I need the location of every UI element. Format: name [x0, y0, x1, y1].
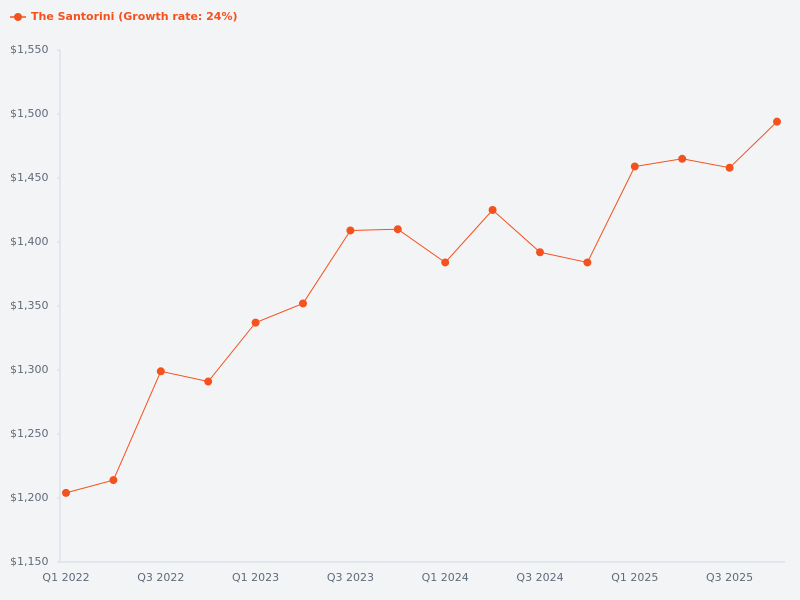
data-point: [441, 258, 450, 267]
x-tick-label: Q1 2023: [232, 571, 279, 584]
data-point: [393, 225, 402, 234]
y-tick-label: $1,350: [10, 299, 49, 312]
x-tick-label: Q3 2022: [137, 571, 184, 584]
data-point: [204, 377, 213, 386]
data-point: [109, 476, 118, 485]
y-tick-label: $1,250: [10, 427, 49, 440]
y-tick-label: $1,400: [10, 235, 49, 248]
x-tick-label: Q3 2025: [706, 571, 753, 584]
data-point: [725, 163, 734, 172]
data-point: [488, 206, 497, 214]
x-tick-label: Q3 2023: [327, 571, 374, 584]
y-tick-label: $1,550: [10, 43, 49, 56]
data-point: [630, 162, 639, 171]
x-tick-label: Q3 2024: [516, 571, 563, 584]
data-point: [583, 258, 592, 267]
data-point: [62, 488, 70, 497]
data-point: [773, 117, 781, 126]
legend-marker: [14, 13, 22, 21]
series-line: [65, 121, 778, 494]
data-point: [536, 248, 544, 257]
y-tick-label: $1,150: [10, 555, 49, 568]
data-point: [299, 299, 307, 308]
y-tick-label: $1,300: [10, 363, 49, 376]
y-tick-label: $1,200: [10, 491, 49, 504]
y-tick-label: $1,450: [10, 171, 49, 184]
data-point: [156, 367, 165, 376]
x-tick-label: Q1 2024: [422, 571, 469, 584]
x-tick-label: Q1 2025: [611, 571, 658, 584]
data-point: [346, 226, 355, 235]
data-point: [251, 318, 260, 327]
x-tick-label: Q1 2022: [42, 571, 89, 584]
y-tick-label: $1,500: [10, 107, 49, 120]
legend-label: The Santorini (Growth rate: 24%): [31, 10, 238, 23]
data-point: [678, 154, 687, 163]
